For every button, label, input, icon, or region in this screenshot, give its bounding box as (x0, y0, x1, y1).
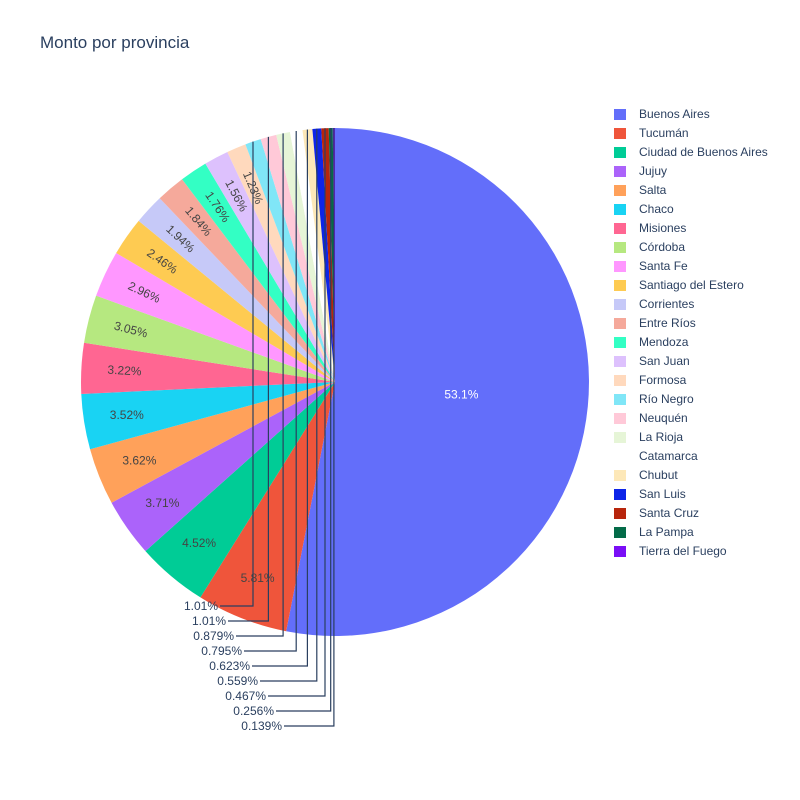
legend-label: Misiones (639, 221, 687, 235)
legend-swatch (614, 242, 626, 253)
label-connector-san-luis (260, 128, 318, 682)
legend-swatch (614, 375, 626, 386)
legend-label: Santiago del Estero (639, 278, 744, 292)
legend-label: Tucumán (639, 126, 689, 140)
legend-label: Corrientes (639, 297, 695, 311)
pie-slice-buenos-aires[interactable] (286, 128, 589, 637)
pie-slice-catamarca[interactable] (289, 130, 335, 382)
legend-swatch (614, 128, 626, 139)
label-connector-la-rioja (236, 133, 284, 637)
legend-swatch (614, 470, 626, 481)
legend-label: Salta (639, 183, 667, 197)
pie-slice-tucuman[interactable] (200, 382, 335, 632)
pie-slice-jujuy[interactable] (111, 382, 335, 552)
legend-label: San Luis (639, 487, 686, 501)
slice-label-rio-negro: 1.01% (184, 599, 218, 613)
label-connector-neuquen (228, 136, 269, 622)
label-connector-catamarca (244, 131, 297, 652)
legend-swatch (614, 166, 626, 177)
legend-label: Entre Ríos (639, 316, 696, 330)
slice-label-tucuman: 5.81% (241, 571, 275, 585)
pie-slice-chaco[interactable] (81, 382, 335, 450)
label-connector-tierra-del-fuego (284, 128, 335, 727)
slice-label-tierra-del-fuego: 0.139% (241, 719, 282, 733)
pie-slice-chubut[interactable] (302, 129, 335, 382)
pie-slices (80, 128, 589, 637)
pie-slice-salta[interactable] (90, 382, 335, 503)
slice-label-ciudad-de-buenos-aires: 4.52% (182, 536, 216, 550)
pie-slice-santiago-del-estero[interactable] (116, 220, 335, 382)
legend-label: Mendoza (639, 335, 689, 349)
legend-swatch (614, 280, 626, 291)
legend-label: Neuquén (639, 411, 688, 425)
slice-label-salta: 3.62% (122, 454, 156, 468)
pie-slice-ciudad-de-buenos-aires[interactable] (145, 382, 335, 598)
legend-label: La Rioja (639, 430, 684, 444)
legend-swatch (614, 413, 626, 424)
slice-label-la-rioja: 0.879% (193, 629, 234, 643)
legend-label: Chaco (639, 202, 674, 216)
legend-swatch (614, 318, 626, 329)
legend-swatch (614, 489, 626, 500)
legend-label: Formosa (639, 373, 687, 387)
pie-slice-formosa[interactable] (227, 144, 335, 382)
legend-swatch (614, 337, 626, 348)
label-connectors (220, 128, 335, 727)
pie-slice-misiones[interactable] (80, 342, 335, 394)
chart-title: Monto por provincia (40, 33, 190, 52)
slice-label-catamarca: 0.795% (201, 644, 242, 658)
slice-label-buenos-aires: 53.1% (444, 387, 478, 401)
label-connector-la-pampa (276, 128, 332, 712)
pie-slice-san-juan[interactable] (205, 151, 335, 382)
pie-slice-corrientes[interactable] (138, 198, 335, 382)
legend-swatch (614, 147, 626, 158)
slice-label-la-pampa: 0.256% (233, 704, 274, 718)
legend-swatch (614, 204, 626, 215)
legend-swatch (614, 261, 626, 272)
slice-label-chaco: 3.52% (110, 408, 144, 422)
legend-label: Santa Fe (639, 259, 688, 273)
pie-slice-san-luis[interactable] (312, 128, 335, 382)
legend-swatch (614, 109, 626, 120)
slice-label-san-luis: 0.559% (217, 674, 258, 688)
legend-swatch (614, 546, 626, 557)
slice-label-santa-cruz: 0.467% (225, 689, 266, 703)
legend-label: Catamarca (639, 449, 698, 463)
slice-label-jujuy: 3.71% (145, 496, 179, 510)
legend-label: Buenos Aires (639, 107, 710, 121)
legend-swatch (614, 185, 626, 196)
legend-label: Río Negro (639, 392, 694, 406)
slice-label-misiones: 3.22% (107, 363, 142, 379)
legend-swatch (614, 299, 626, 310)
legend-label: Tierra del Fuego (639, 544, 727, 558)
legend-label: San Juan (639, 354, 690, 368)
legend-swatch (614, 223, 626, 234)
legend-swatch (614, 527, 626, 538)
legend-label: Jujuy (639, 164, 668, 178)
legend-label: Santa Cruz (639, 506, 700, 520)
legend-swatch (614, 432, 626, 443)
legend-swatch (614, 356, 626, 367)
legend-label: La Pampa (639, 525, 694, 539)
legend-swatch (614, 451, 626, 462)
slice-label-neuquen: 1.01% (192, 614, 226, 628)
pie-slice-la-rioja[interactable] (276, 132, 335, 382)
pie-slice-entre-rios[interactable] (159, 179, 335, 382)
legend-label: Chubut (639, 468, 678, 482)
pie-slice-cordoba[interactable] (84, 295, 335, 382)
slice-label-chubut: 0.623% (209, 659, 250, 673)
legend-label: Ciudad de Buenos Aires (639, 145, 768, 159)
legend-swatch (614, 508, 626, 519)
label-connector-santa-cruz (268, 128, 326, 697)
legend-swatch (614, 394, 626, 405)
pie-slice-santa-fe[interactable] (96, 253, 336, 382)
legend-label: Córdoba (639, 240, 686, 254)
label-connector-rio-negro (220, 141, 254, 607)
label-connector-chubut (252, 129, 308, 667)
